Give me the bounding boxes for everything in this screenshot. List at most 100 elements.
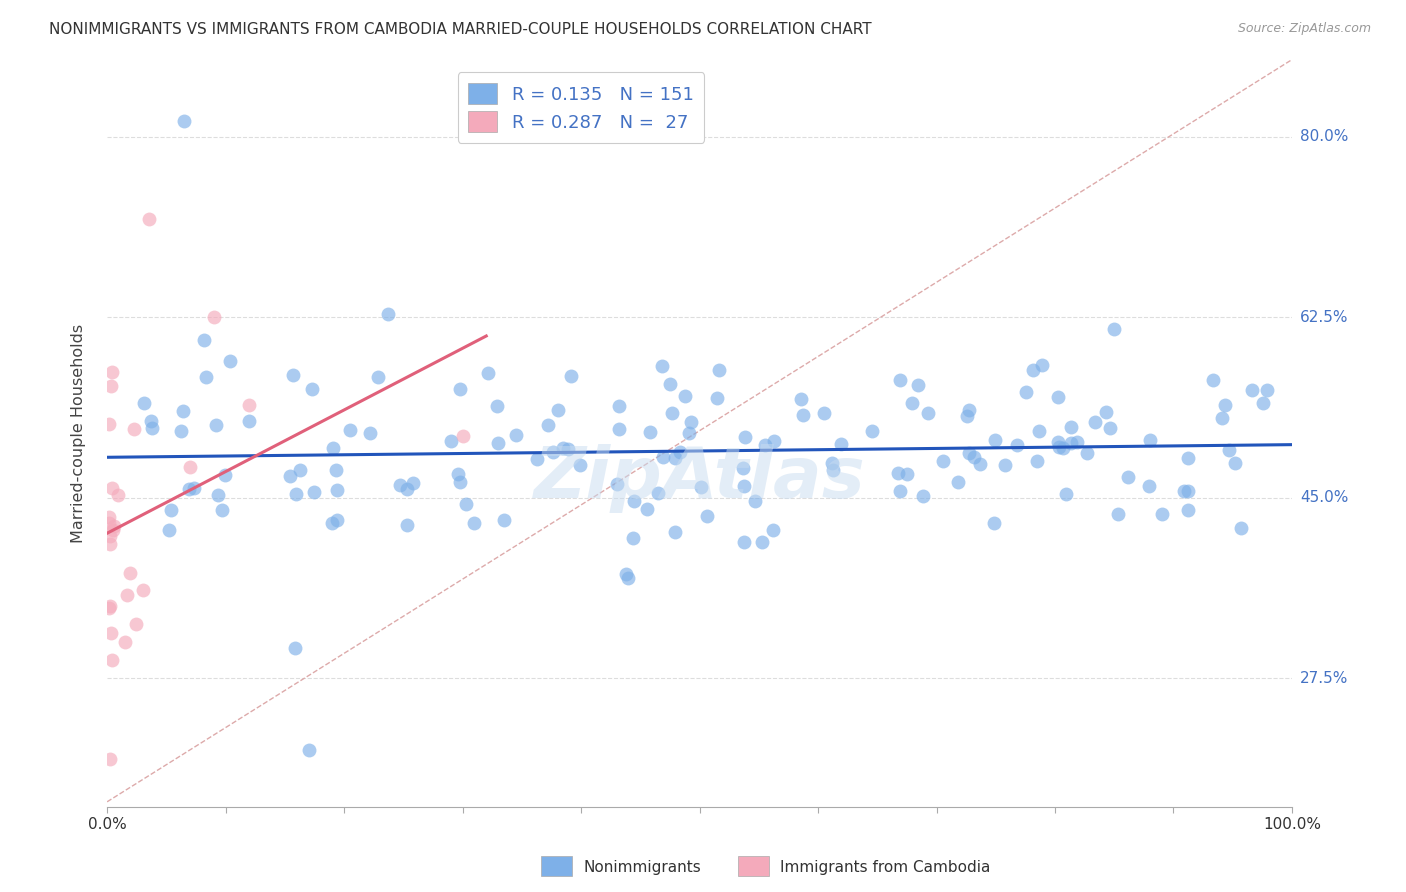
Point [606,477,628,491]
Point [207,488,229,502]
Point [359,425,381,440]
Point [889,373,911,387]
Point [179,459,201,474]
Point [451,429,474,443]
Point [896,467,918,481]
Point [661,406,683,420]
Point [1047,434,1070,449]
Point [304,484,326,499]
Point [98,417,121,431]
Point [450,475,472,489]
Point [141,421,163,435]
Point [675,389,697,403]
Point [389,478,412,492]
Point [706,392,728,406]
Point [1052,441,1074,455]
Point [463,516,485,531]
Point [754,438,776,452]
Point [486,399,509,413]
Point [124,617,146,632]
Point [122,422,145,436]
Point [195,369,218,384]
Point [1015,385,1038,400]
Point [486,436,509,450]
Point [659,376,682,391]
Point [744,494,766,508]
Point [763,434,786,449]
Point [326,513,349,527]
Point [447,467,470,481]
Point [889,483,911,498]
Text: 45.0%: 45.0% [1301,491,1348,505]
Point [1022,363,1045,377]
Point [1107,508,1129,522]
Point [1230,521,1253,535]
Point [678,425,700,440]
Point [664,524,686,539]
Point [1139,433,1161,447]
Point [98,516,121,531]
Point [1098,421,1121,435]
Point [1076,446,1098,460]
Point [1213,398,1236,412]
Point [402,475,425,490]
Point [617,571,640,585]
Point [477,366,499,380]
Point [537,418,560,433]
Point [492,513,515,527]
Point [860,424,883,438]
Point [900,396,922,410]
Point [1028,425,1050,439]
Point [321,516,343,531]
Point [131,582,153,597]
Point [609,422,631,436]
Point [377,307,399,321]
Point [681,415,703,429]
Point [301,383,323,397]
Point [98,510,121,524]
Point [946,475,969,490]
Point [1116,470,1139,484]
Point [278,469,301,483]
Point [396,482,419,496]
Point [98,599,121,613]
Text: ZipAtlas: ZipAtlas [534,443,866,513]
Point [283,368,305,383]
Point [957,446,980,460]
Point [1047,440,1070,454]
Point [956,409,979,423]
Point [751,535,773,549]
Point [1177,502,1199,516]
Point [1026,454,1049,468]
Point [103,518,125,533]
Point [983,516,1005,530]
Point [792,409,814,423]
Point [790,392,813,406]
Point [638,425,661,439]
Point [1060,420,1083,434]
Point [449,382,471,396]
Point [907,378,929,392]
Point [160,503,183,517]
Point [107,487,129,501]
Point [731,460,754,475]
Text: NONIMMIGRANTS VS IMMIGRANTS FROM CAMBODIA MARRIED-COUPLE HOUSEHOLDS CORRELATION : NONIMMIGRANTS VS IMMIGRANTS FROM CAMBODI… [49,22,872,37]
Point [1240,383,1263,397]
Point [100,653,122,667]
Point [707,363,730,377]
Point [505,428,527,442]
Point [1253,396,1275,410]
Point [1031,358,1053,372]
Point [830,437,852,451]
Point [696,508,718,523]
Point [219,353,242,368]
Point [912,489,935,503]
Point [1054,487,1077,501]
Point [100,528,122,542]
Point [821,456,844,470]
Point [114,634,136,648]
Point [238,398,260,412]
Point [526,451,548,466]
Text: 27.5%: 27.5% [1301,671,1348,686]
Point [117,588,139,602]
